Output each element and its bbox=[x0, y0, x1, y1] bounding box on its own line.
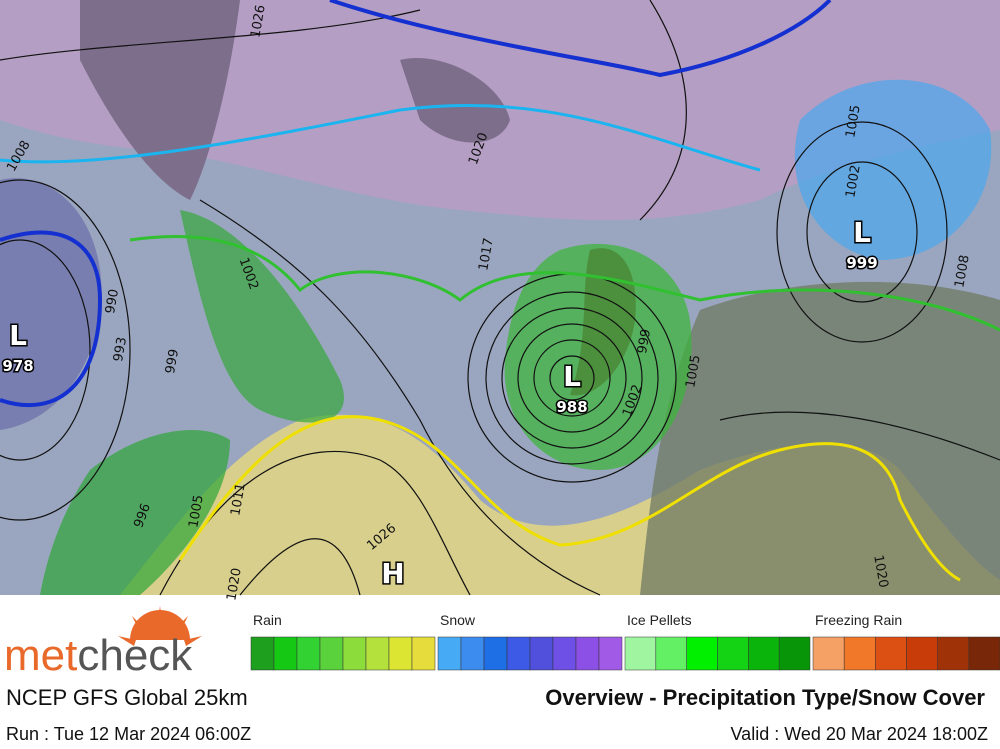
legend-swatch bbox=[411, 636, 436, 671]
valid-time: Valid : Wed 20 Mar 2024 18:00Z bbox=[731, 724, 988, 744]
legend-label: Ice Pellets bbox=[627, 612, 692, 628]
legend-swatch bbox=[250, 636, 275, 671]
isobars bbox=[0, 0, 1000, 596]
model-name: NCEP GFS Global 25km bbox=[6, 685, 248, 710]
legend-swatch bbox=[906, 636, 938, 671]
pressure-value: 988 bbox=[556, 398, 587, 416]
front-line bbox=[178, 415, 961, 582]
front-line bbox=[329, 0, 832, 78]
legend-swatch bbox=[296, 636, 321, 671]
pressure-center: L bbox=[9, 319, 27, 352]
precip-band bbox=[40, 430, 230, 595]
europe-land bbox=[640, 281, 1000, 595]
front-line bbox=[0, 230, 103, 407]
legend-swatch bbox=[273, 636, 298, 671]
legend-swatch bbox=[624, 636, 657, 671]
legend-label: Rain bbox=[253, 612, 282, 628]
greenland bbox=[80, 0, 240, 200]
legend-swatch bbox=[365, 636, 390, 671]
legend-swatch bbox=[575, 636, 600, 671]
isobar-label: 1011 bbox=[228, 482, 249, 517]
legend-swatch bbox=[843, 636, 876, 671]
pressure-center: L bbox=[563, 360, 581, 393]
isobar-label: 1005 bbox=[186, 494, 207, 529]
legend-swatch bbox=[342, 636, 367, 671]
run-time: Run : Tue 12 Mar 2024 06:00Z bbox=[6, 724, 251, 744]
legend-swatch bbox=[529, 636, 554, 671]
logo-sun bbox=[118, 606, 202, 646]
isobar-label: 1026 bbox=[248, 4, 269, 39]
chart-title: Overview - Precipitation Type/Snow Cover bbox=[545, 685, 985, 710]
front-line bbox=[0, 103, 761, 172]
legend-swatch bbox=[778, 636, 811, 671]
isobar-label: 1005 bbox=[843, 104, 864, 139]
front-line bbox=[129, 235, 1000, 332]
legend-swatch bbox=[552, 636, 577, 671]
legend-swatch bbox=[319, 636, 344, 671]
legend-swatch bbox=[598, 636, 623, 671]
legend-swatch bbox=[483, 636, 508, 671]
legend-swatch bbox=[717, 636, 749, 671]
pressure-value: 978 bbox=[2, 357, 33, 375]
legend-swatch bbox=[460, 636, 485, 671]
logo-part: check bbox=[77, 631, 193, 680]
isobar-label: 1005 bbox=[683, 354, 704, 389]
legend-label: Snow bbox=[440, 612, 476, 628]
legend: Rain Snow Ice Pellets Freezing Rain bbox=[250, 612, 1000, 671]
isobar-label: 993 bbox=[111, 336, 130, 363]
isobar-label: 1008 bbox=[952, 254, 973, 289]
legend-label: Freezing Rain bbox=[815, 612, 902, 628]
legend-swatch bbox=[437, 636, 462, 671]
pressure-center: H bbox=[381, 557, 404, 590]
legend-swatch bbox=[655, 636, 687, 671]
legend-swatch bbox=[937, 636, 970, 671]
precip-band bbox=[180, 210, 344, 423]
legend-swatch bbox=[812, 636, 845, 671]
isobar-label: 1020 bbox=[870, 554, 891, 589]
legend-swatch bbox=[968, 636, 1000, 671]
logo: metcheck bbox=[4, 606, 202, 680]
pressure-center: L bbox=[853, 216, 871, 249]
isobar-label: 990 bbox=[103, 288, 122, 315]
legend-swatch bbox=[748, 636, 780, 671]
logo-text: metcheck bbox=[4, 631, 193, 680]
iceland bbox=[400, 58, 510, 143]
pressure-value: 999 bbox=[846, 254, 877, 272]
legend-swatch bbox=[686, 636, 718, 671]
legend-swatch bbox=[388, 636, 413, 671]
legend-swatch bbox=[506, 636, 531, 671]
logo-part: met bbox=[4, 631, 77, 680]
isobar-label: 999 bbox=[163, 348, 182, 375]
isobar-label: 1020 bbox=[224, 567, 245, 602]
legend-swatch bbox=[875, 636, 907, 671]
isobar-label: 1002 bbox=[843, 164, 864, 199]
isobar-label: 1017 bbox=[476, 237, 497, 272]
isobar-label: 999 bbox=[635, 328, 654, 355]
